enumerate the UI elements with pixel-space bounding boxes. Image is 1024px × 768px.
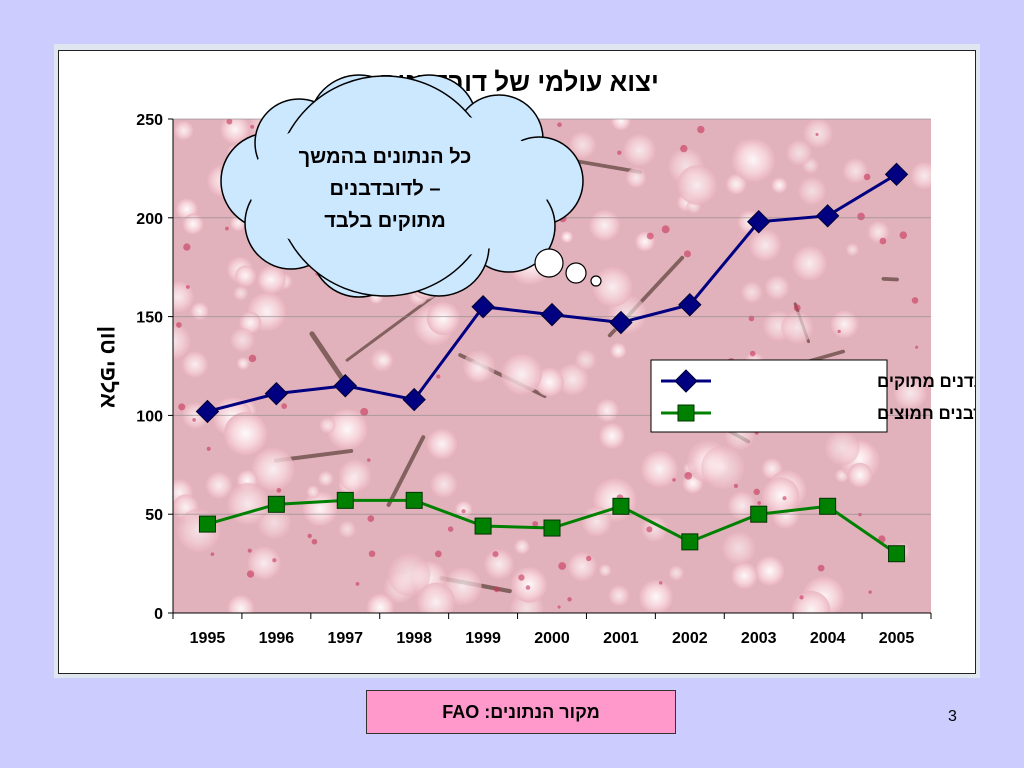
- page-number: 3: [948, 708, 957, 725]
- data-point: [333, 374, 357, 398]
- data-point: [609, 310, 633, 335]
- data-point: [815, 204, 840, 228]
- data-point: [264, 381, 289, 406]
- x-tick-label: 1995: [190, 630, 226, 647]
- data-point: [750, 505, 768, 523]
- data-point: [336, 491, 354, 509]
- legend-label: דובדנים מתוקים: [877, 372, 975, 391]
- y-tick-label: 0: [154, 606, 163, 623]
- x-tick-label: 2001: [603, 630, 639, 647]
- data-point: [195, 399, 220, 424]
- annotation-line-1: כל הנתונים בהמשך: [299, 146, 472, 168]
- x-tick-label: 1997: [327, 630, 363, 647]
- x-axis: 1995 1996 1997 1998 1999 2000 2001 2002 2003 2004…: [172, 612, 932, 647]
- y-axis: 0 50 100 150 200 250: [136, 112, 174, 623]
- data-point: [267, 495, 285, 513]
- annotation-line-3: מתוקים בלבד: [324, 210, 445, 232]
- y-tick-label: 50: [145, 507, 163, 524]
- thought-bubble: [590, 275, 602, 287]
- legend-swatch-marker: [674, 369, 698, 393]
- data-point: [884, 162, 909, 187]
- y-tick-label: 100: [136, 408, 163, 425]
- data-point: [681, 533, 699, 551]
- legend-swatch-marker: [677, 404, 695, 422]
- x-tick-label: 2003: [741, 630, 777, 647]
- x-tick-label: 1999: [465, 630, 501, 647]
- series-layer: [195, 162, 909, 563]
- source-label: מקור הנתונים: FAO: [442, 701, 600, 722]
- legend: דובדנים מתוקים דובדבנים חמוצים: [650, 359, 975, 433]
- data-point: [471, 295, 495, 319]
- data-point: [678, 293, 702, 317]
- chart-card: יצוא עולמי של דובדבנים 0 50 100 150 200 250 1…: [58, 50, 976, 674]
- source-box: מקור הנתונים: FAO: [366, 690, 676, 734]
- x-tick-label: 2004: [810, 630, 846, 647]
- y-axis-label: אלפי טון: [96, 326, 121, 408]
- annotation-cloud: כל הנתונים בהמשך – לדובדבנים מתוקים בלבד: [220, 74, 602, 298]
- y-tick-label: 150: [136, 310, 163, 327]
- x-tick-label: 1996: [259, 630, 295, 647]
- data-point: [747, 210, 771, 234]
- legend-item-2: דובדבנים חמוצים: [661, 404, 975, 423]
- data-point: [198, 515, 216, 533]
- cloud-shape: [220, 74, 602, 298]
- y-tick-label: 200: [136, 211, 163, 228]
- x-tick-label: 1998: [396, 630, 432, 647]
- x-tick-label: 2002: [672, 630, 708, 647]
- thought-bubble: [534, 248, 564, 278]
- x-tick-label: 2005: [879, 630, 915, 647]
- x-tick-label: 2000: [534, 630, 570, 647]
- series-1: [195, 162, 909, 424]
- data-point: [405, 491, 423, 509]
- series-2: [198, 491, 906, 563]
- data-point: [888, 545, 906, 563]
- y-tick-label: 250: [136, 112, 163, 129]
- annotation-line-2: – לדובדבנים: [329, 178, 440, 200]
- data-point: [543, 519, 561, 537]
- legend-item-1: דובדנים מתוקים: [661, 369, 975, 393]
- cloud-core: [249, 108, 549, 264]
- data-point: [819, 497, 837, 515]
- data-point: [540, 302, 564, 327]
- data-point: [402, 387, 426, 412]
- data-point: [474, 517, 492, 535]
- data-point: [612, 497, 630, 515]
- legend-label: דובדבנים חמוצים: [877, 404, 975, 423]
- thought-bubble: [565, 262, 587, 284]
